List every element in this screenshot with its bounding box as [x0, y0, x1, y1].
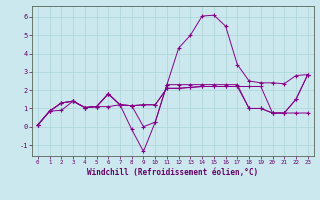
X-axis label: Windchill (Refroidissement éolien,°C): Windchill (Refroidissement éolien,°C) — [87, 168, 258, 177]
